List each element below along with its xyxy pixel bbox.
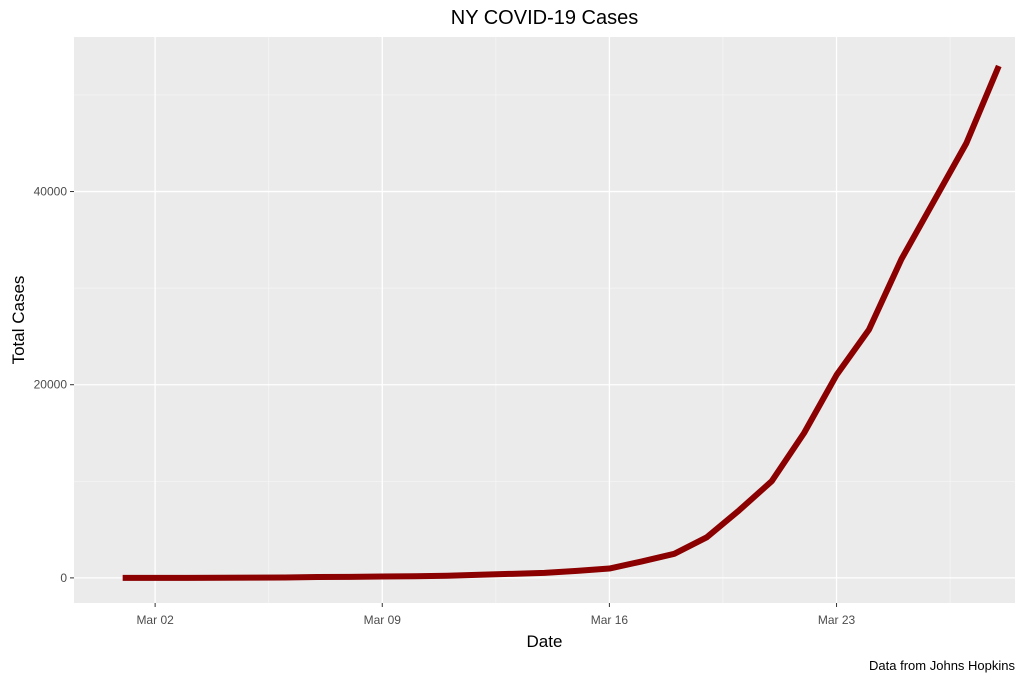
x-tick-label: Mar 02 [136, 613, 174, 627]
y-tick-label: 0 [60, 571, 67, 585]
series-layer [122, 64, 1002, 581]
x-tick-label: Mar 09 [364, 613, 402, 627]
plot-panel [74, 37, 1015, 603]
chart-caption: Data from Johns Hopkins [869, 658, 1015, 673]
x-axis-title: Date [527, 632, 563, 651]
x-tick-label: Mar 16 [591, 613, 629, 627]
gridlines [74, 37, 1015, 603]
series-line [122, 64, 1002, 581]
chart-title: NY COVID-19 Cases [451, 7, 638, 29]
y-axis-title: Total Cases [9, 276, 28, 365]
y-axis: 0 20000 40000 [34, 185, 74, 585]
y-tick-label: 40000 [34, 185, 68, 199]
x-tick-label: Mar 23 [818, 613, 856, 627]
y-tick-label: 20000 [34, 378, 68, 392]
x-axis: Mar 02 Mar 09 Mar 16 Mar 23 [136, 603, 856, 627]
